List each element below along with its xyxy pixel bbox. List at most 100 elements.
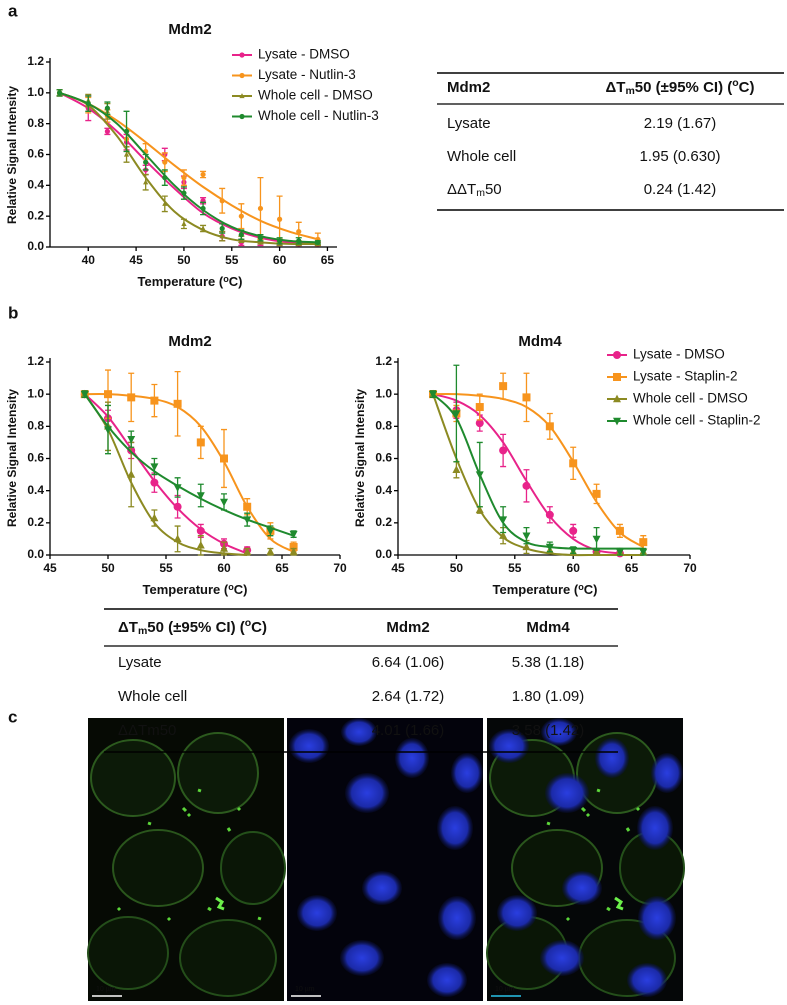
text-part: C) xyxy=(251,619,267,636)
x-axis-label: Temperature (oC) xyxy=(137,274,242,290)
cell-signal xyxy=(86,731,287,998)
x-tick-label: 70 xyxy=(683,561,697,575)
point xyxy=(173,484,182,492)
point xyxy=(522,532,531,541)
point xyxy=(243,547,252,555)
point xyxy=(266,527,275,536)
text-part: Temperature ( xyxy=(142,582,228,597)
y-tick-label: 1.0 xyxy=(27,85,44,99)
point xyxy=(239,113,245,120)
fit-curve xyxy=(59,91,318,244)
table-cell: Whole cell xyxy=(447,148,516,165)
fit-curve xyxy=(432,393,644,550)
x-tick-label: 45 xyxy=(391,561,405,575)
scale-label: 10 µm xyxy=(295,986,315,993)
point xyxy=(220,544,228,552)
point xyxy=(173,534,182,543)
x-tick-label: 45 xyxy=(43,561,57,575)
x-tick-label: 50 xyxy=(450,561,464,575)
point xyxy=(613,394,621,403)
point xyxy=(452,410,461,418)
point xyxy=(123,151,130,157)
text-part: ΔT xyxy=(118,619,138,636)
point xyxy=(475,505,484,514)
text-part: Temperature ( xyxy=(137,274,223,289)
y-tick-label: 1.2 xyxy=(27,54,44,68)
fit-curve xyxy=(83,393,294,537)
point xyxy=(104,105,110,111)
table-cell: ΔΔTm50 xyxy=(447,181,502,199)
legend-label: Lysate - Nutlin-3 xyxy=(258,67,356,82)
point xyxy=(143,159,149,165)
text-part: C) xyxy=(739,79,755,96)
point xyxy=(196,492,205,500)
point xyxy=(257,235,264,241)
point xyxy=(238,232,244,238)
chart-title: Mdm4 xyxy=(518,333,562,350)
point xyxy=(569,546,578,555)
legend-label: Whole cell - Nutlin-3 xyxy=(258,108,379,123)
point xyxy=(545,510,554,519)
x-tick-label: 65 xyxy=(625,561,639,575)
text-part: C) xyxy=(584,582,598,597)
text-part: o xyxy=(223,274,229,284)
table-cell: 1.95 (0.630) xyxy=(640,148,721,165)
point xyxy=(238,213,244,219)
y-tick-label: 0.0 xyxy=(27,239,44,253)
point xyxy=(80,390,89,399)
legend-label: Whole cell - Staplin-2 xyxy=(633,413,761,428)
point xyxy=(639,548,648,557)
legend-label: Lysate - Staplin-2 xyxy=(633,369,738,384)
x-tick-label: 50 xyxy=(177,253,191,267)
legend-label: Lysate - DMSO xyxy=(258,47,350,62)
point xyxy=(200,171,206,178)
text-part: ΔT xyxy=(606,79,626,96)
point xyxy=(475,403,484,412)
text-part: Temperature ( xyxy=(492,582,578,597)
point xyxy=(104,128,110,134)
table-cell: 2.64 (1.72) xyxy=(372,688,445,705)
point xyxy=(315,239,321,245)
y-tick-label: 0.2 xyxy=(27,208,44,222)
y-axis-label: Relative Signal Intensity xyxy=(5,86,19,224)
point xyxy=(220,454,228,463)
legend-label: Lysate - DMSO xyxy=(633,347,725,362)
point xyxy=(277,216,283,222)
y-tick-label: 1.2 xyxy=(27,354,44,368)
point xyxy=(150,396,159,405)
point xyxy=(296,228,302,235)
point xyxy=(429,390,438,399)
text-part: m xyxy=(476,187,485,199)
y-tick-label: 1.0 xyxy=(375,386,392,400)
point xyxy=(569,526,578,535)
x-tick-label: 65 xyxy=(275,561,289,575)
x-tick-label: 50 xyxy=(101,561,115,575)
point xyxy=(613,417,621,426)
y-tick-label: 1.0 xyxy=(27,386,44,400)
point xyxy=(173,399,182,408)
table-cell: 6.64 (1.06) xyxy=(372,654,445,671)
point xyxy=(239,72,245,79)
text-part: o xyxy=(245,617,251,629)
x-tick-label: 55 xyxy=(225,253,239,267)
point xyxy=(127,393,136,402)
point xyxy=(289,542,298,551)
point xyxy=(475,471,484,479)
y-tick-label: 0.0 xyxy=(27,547,44,561)
point xyxy=(289,547,298,555)
y-axis-label: Relative Signal Intensity xyxy=(5,389,19,527)
fit-curve xyxy=(59,91,318,246)
table-cell: 0.24 (1.42) xyxy=(644,181,717,198)
point xyxy=(56,90,63,96)
point xyxy=(85,101,91,107)
table-header: Mdm2 xyxy=(447,79,490,96)
y-tick-label: 0.4 xyxy=(27,483,44,497)
point xyxy=(592,547,601,555)
y-tick-label: 0.6 xyxy=(27,451,44,465)
panel-label: b xyxy=(8,303,18,322)
point xyxy=(522,393,531,402)
text-part: m xyxy=(138,625,147,637)
x-tick-label: 55 xyxy=(508,561,522,575)
point xyxy=(162,159,168,165)
point xyxy=(181,175,187,181)
